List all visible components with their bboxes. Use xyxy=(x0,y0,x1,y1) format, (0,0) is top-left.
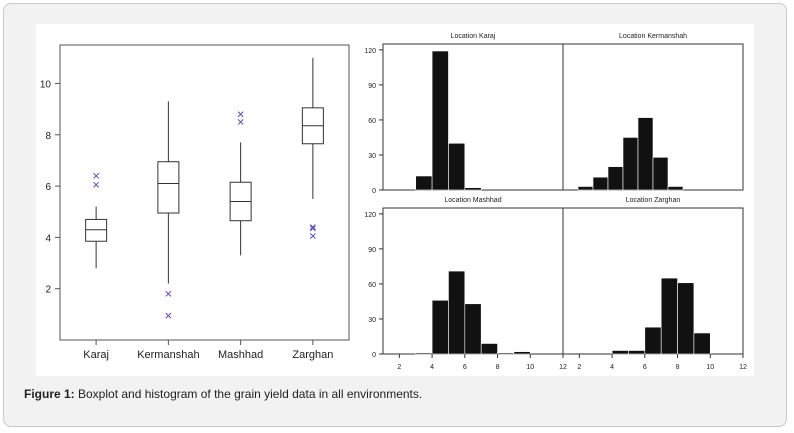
boxplot-outlier xyxy=(309,224,316,231)
outlier-stroke xyxy=(237,111,244,118)
histogram-x-tick-label: 10 xyxy=(526,364,534,371)
histogram-bar xyxy=(448,142,466,191)
histogram-bar xyxy=(693,332,711,355)
boxplot-chart: 2 4 6 8 10 Karaj Kermanshah Mashhad Zarghan xyxy=(40,44,350,361)
histogram-bar xyxy=(497,352,515,355)
boxplot-outlier xyxy=(237,119,244,125)
histogram-x-tick-label: 12 xyxy=(739,364,747,371)
histogram-bar xyxy=(415,175,433,191)
histogram-bar xyxy=(677,282,695,355)
boxplot-category-label: Mashhad xyxy=(218,349,263,361)
histogram-bar xyxy=(464,303,482,355)
outlier-stroke xyxy=(309,225,316,232)
histogram-bar xyxy=(431,50,449,191)
boxplot-box-group xyxy=(85,172,108,269)
boxplot-plot-area xyxy=(59,44,350,341)
boxplot-outlier xyxy=(93,172,100,179)
histogram-panel: Location Zarghan 2 4 6 8 10 12 xyxy=(562,197,747,371)
histogram-y-tick-label: 90 xyxy=(368,247,376,254)
histogram-y-tick-label: 60 xyxy=(368,282,376,289)
histogram-x-tick-label: 4 xyxy=(430,364,434,371)
histogram-x-tick-label: 2 xyxy=(397,364,401,371)
histogram-title: Location Zarghan xyxy=(626,197,681,204)
boxplot-box-group xyxy=(301,57,324,240)
caption-text: Boxplot and histogram of the grain yield… xyxy=(74,387,423,401)
histogram-plot-area xyxy=(382,43,564,191)
boxplot-box xyxy=(157,161,180,214)
histogram-x-tick-label: 4 xyxy=(610,364,614,371)
boxplot-y-tick-label: 6 xyxy=(45,182,51,193)
histogram-title: Location Kermanshah xyxy=(619,33,687,40)
histogram-bar xyxy=(577,186,594,191)
histogram-bar xyxy=(637,117,654,191)
histogram-y-tick-label: 30 xyxy=(368,317,376,324)
histogram-bar xyxy=(644,326,662,355)
histogram-x-tick-label: 10 xyxy=(706,364,714,371)
histogram-panel: Location Mashhad 0 30 60 90 120 2 4 6 8 10 12 xyxy=(364,197,567,371)
boxplot-category-label: Kermanshah xyxy=(137,349,199,361)
histogram-bar xyxy=(513,351,531,355)
histogram-y-tick-label: 0 xyxy=(372,188,376,195)
histogram-y-tick-label: 60 xyxy=(368,118,376,125)
boxplot-y-tick-label: 8 xyxy=(45,131,51,142)
histogram-bar xyxy=(667,186,684,191)
histogram-y-tick-label: 0 xyxy=(372,352,376,359)
caption-label: Figure 1: xyxy=(24,387,75,401)
histogram-bar xyxy=(628,350,646,355)
boxplot-category-label: Karaj xyxy=(83,349,109,361)
histogram-bar xyxy=(480,343,498,355)
histogram-x-tick-label: 6 xyxy=(643,364,647,371)
histogram-y-tick-label: 90 xyxy=(368,83,376,90)
histogram-bar xyxy=(652,156,669,191)
histogram-bar xyxy=(464,187,482,191)
outlier-stroke xyxy=(93,172,100,179)
boxplot-box-group xyxy=(229,111,252,256)
boxplot-category-label: Zarghan xyxy=(292,349,333,361)
boxplot-outlier xyxy=(93,181,100,188)
outlier-stroke xyxy=(93,181,100,188)
boxplot-x-axis: Karaj Kermanshah Mashhad Zarghan xyxy=(83,340,333,361)
histogram-y-tick-label: 120 xyxy=(364,48,376,55)
boxplot-outlier xyxy=(165,290,172,297)
figure-caption: Figure 1: Boxplot and histogram of the g… xyxy=(24,387,422,401)
histogram-bar xyxy=(660,277,678,355)
boxplot-y-axis: 2 4 6 8 10 xyxy=(40,79,60,296)
histogram-bar xyxy=(622,137,639,191)
histogram-x-tick-label: 12 xyxy=(559,364,567,371)
outlier-stroke xyxy=(309,233,316,240)
outlier-stroke xyxy=(165,312,172,319)
boxplot-box-group xyxy=(157,101,180,319)
histogram-bar xyxy=(607,166,624,191)
histogram-bar xyxy=(415,352,433,355)
histogram-panel: Location Karaj 0 30 60 90 120 xyxy=(364,33,564,195)
boxplot-boxes xyxy=(85,57,324,319)
histogram-bar xyxy=(611,350,629,355)
boxplot-outlier xyxy=(309,233,316,240)
histogram-bar xyxy=(448,270,466,355)
histogram-bar xyxy=(431,299,449,355)
outlier-stroke xyxy=(165,290,172,297)
histogram-x-tick-label: 8 xyxy=(496,364,500,371)
boxplot-outlier xyxy=(309,225,316,232)
histogram-x-tick-label: 6 xyxy=(463,364,467,371)
boxplot-y-tick-label: 10 xyxy=(40,79,52,90)
outlier-stroke xyxy=(237,119,244,125)
histogram-title: Location Mashhad xyxy=(444,197,501,204)
histogram-title: Location Karaj xyxy=(451,33,496,40)
boxplot-box xyxy=(85,218,108,242)
boxplot-y-tick-label: 2 xyxy=(45,285,51,296)
histogram-bar xyxy=(592,176,609,191)
boxplot-outlier xyxy=(237,111,244,118)
histogram-y-tick-label: 30 xyxy=(368,153,376,160)
boxplot-outlier xyxy=(165,312,172,319)
boxplot-y-tick-label: 4 xyxy=(45,233,51,244)
outlier-stroke xyxy=(309,224,316,231)
histogram-y-tick-label: 120 xyxy=(364,212,376,219)
histogram-panel: Location Kermanshah xyxy=(562,33,744,191)
histogram-x-tick-label: 2 xyxy=(577,364,581,371)
histogram-x-tick-label: 8 xyxy=(676,364,680,371)
